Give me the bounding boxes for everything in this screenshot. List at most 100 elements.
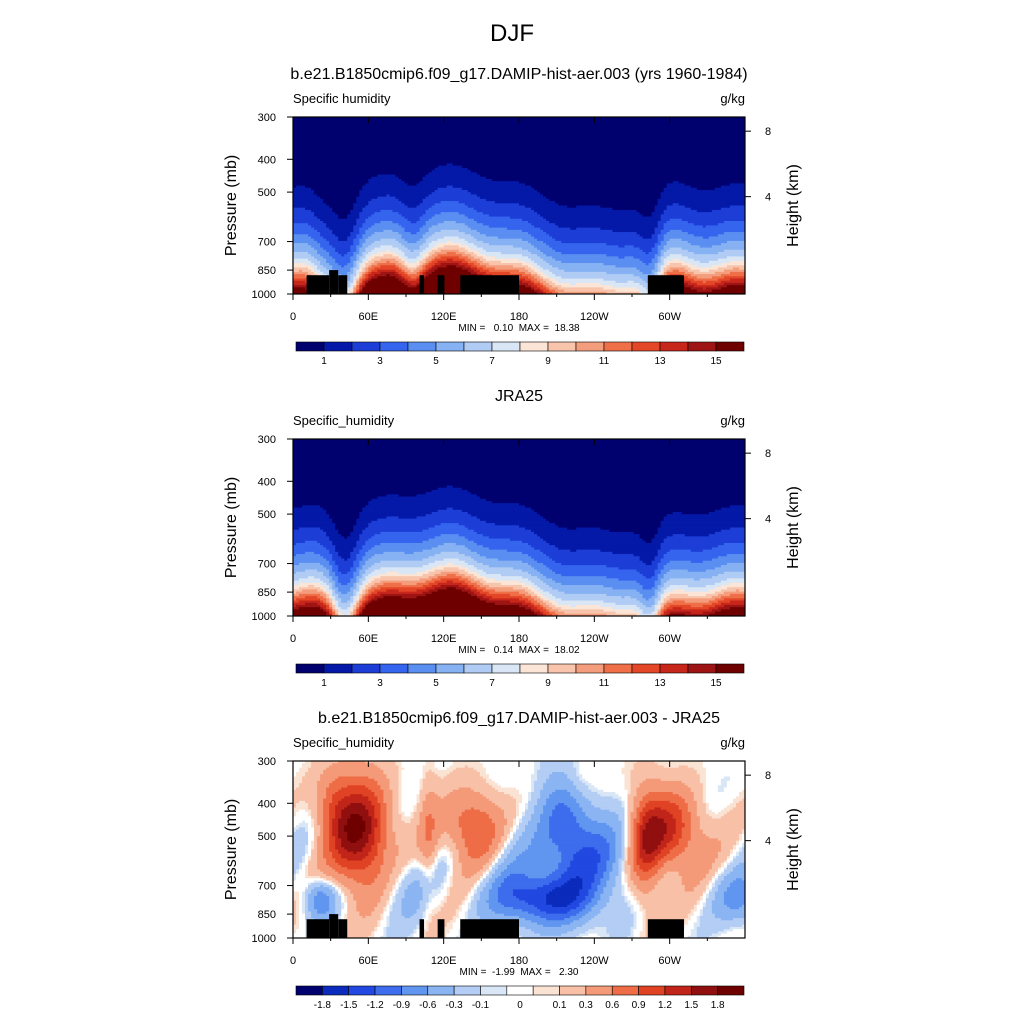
heatmap-cell (332, 613, 336, 616)
heatmap-cell (293, 152, 745, 156)
heatmap-cell (606, 864, 614, 868)
heatmap-cell (446, 185, 454, 189)
heatmap-cell (320, 825, 324, 828)
heatmap-cell (335, 816, 342, 820)
heatmap-cell (320, 554, 333, 557)
heatmap-cell (663, 613, 668, 616)
heatmap-cell (525, 271, 532, 275)
heatmap-cell (326, 512, 360, 515)
heatmap-cell (485, 780, 496, 784)
y-tick-label: 700 (258, 237, 276, 249)
heatmap-cell (540, 611, 544, 615)
heatmap-cell (678, 181, 745, 184)
heatmap-cell (642, 840, 662, 844)
heatmap-cell (534, 834, 550, 837)
heatmap-cell (422, 864, 427, 868)
heatmap-cell (633, 827, 638, 831)
heatmap-cell (651, 562, 659, 566)
heatmap-cell (344, 825, 366, 828)
heatmap-cell (654, 602, 659, 606)
heatmap-cell (627, 800, 635, 804)
heatmap-cell (615, 838, 623, 842)
heatmap-cell (365, 551, 384, 555)
heatmap-cell (293, 291, 315, 294)
heatmap-cell (356, 593, 360, 597)
heatmap-cell (335, 882, 342, 886)
heatmap-cell (672, 607, 683, 610)
panel-1: b.e21.B1850cmip6.f09_g17.DAMIP-hist-aer.… (223, 66, 802, 367)
heatmap-cell (425, 836, 433, 840)
heatmap-cell (392, 796, 400, 800)
heatmap-cell (546, 798, 577, 802)
heatmap-cell (437, 860, 442, 864)
heatmap-cell (702, 783, 707, 786)
heatmap-cell (293, 136, 745, 140)
heatmap-cell (305, 867, 309, 871)
heatmap-cell (552, 271, 607, 275)
heatmap-cell (479, 258, 487, 262)
heatmap-cell (705, 772, 745, 775)
heatmap-cell (308, 805, 318, 809)
heatmap-cell (380, 818, 388, 822)
heatmap-cell (308, 845, 312, 848)
heatmap-cell (419, 794, 427, 797)
heatmap-cell (326, 794, 333, 797)
heatmap-cell (675, 825, 686, 828)
heatmap-cell (630, 864, 635, 868)
heatmap-cell (546, 280, 553, 284)
heatmap-cell (500, 862, 511, 866)
heatmap-cell (657, 247, 665, 251)
heatmap-cell (621, 800, 626, 804)
heatmap-cell (347, 571, 354, 575)
heatmap-cell (654, 573, 659, 577)
heatmap-cell (332, 825, 339, 828)
heatmap-cell (488, 867, 493, 871)
heatmap-cell (323, 827, 330, 831)
heatmap-cell (702, 798, 707, 802)
heatmap-cell (579, 889, 589, 893)
heatmap-cell (660, 251, 665, 255)
heatmap-cell (368, 503, 520, 506)
heatmap-cell (464, 573, 475, 577)
heatmap-cell (305, 860, 309, 864)
heatmap-cell (693, 251, 719, 255)
heatmap-cell (690, 611, 704, 615)
heatmap-cell (636, 845, 641, 848)
heatmap-cell (657, 847, 665, 851)
heatmap-cell (464, 203, 520, 207)
heatmap-cell (708, 814, 725, 817)
heatmap-cell (380, 869, 394, 873)
heatmap-cell (398, 789, 403, 793)
heatmap-cell (314, 238, 327, 242)
heatmap-cell (663, 838, 674, 842)
heatmap-cell (723, 249, 745, 253)
heatmap-cell (293, 454, 745, 458)
heatmap-cell (519, 598, 529, 602)
heatmap-cell (293, 223, 309, 227)
heatmap-cell (549, 198, 659, 202)
heatmap-cell (482, 763, 535, 767)
heatmap-cell (467, 489, 745, 493)
heatmap-cell (359, 551, 366, 555)
heatmap-cell (540, 602, 547, 606)
heatmap-cell (500, 847, 505, 851)
heatmap-cell (326, 873, 345, 877)
heatmap-cell (317, 803, 324, 806)
heatmap-cell (452, 562, 469, 566)
heatmap-cell (392, 818, 403, 822)
heatmap-cell (329, 569, 333, 573)
heatmap-cell (482, 794, 511, 797)
colorbar-label: 1 (321, 678, 327, 689)
heatmap-cell (368, 269, 372, 273)
heatmap-cell (338, 593, 354, 597)
heatmap-cell (552, 838, 607, 842)
heatmap-cell (413, 816, 421, 820)
heatmap-cell (675, 829, 683, 833)
heatmap-cell (633, 836, 638, 840)
heatmap-cell (329, 834, 333, 837)
heatmap-cell (311, 825, 315, 828)
heatmap-cell (636, 887, 656, 890)
heatmap-cell (537, 803, 547, 806)
heatmap-cell (293, 447, 745, 451)
heatmap-cell (657, 263, 665, 266)
